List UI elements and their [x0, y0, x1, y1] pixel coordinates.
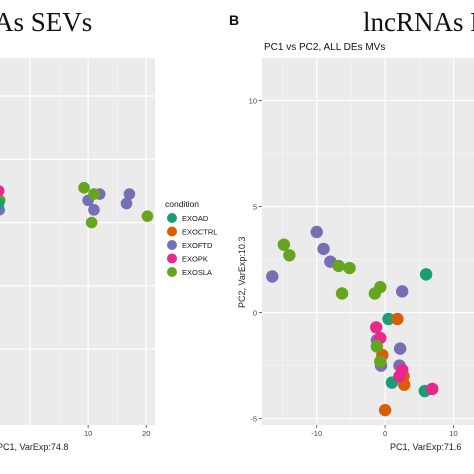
right-plot-background: [262, 58, 474, 425]
right-y-axis-label: PC2, VarExp:10.3: [237, 237, 247, 308]
point-exoad: [0, 197, 5, 210]
point-exosla: [78, 181, 90, 194]
legend-label-exoctrl: EXOCTRL: [182, 228, 217, 237]
point-exoctrl: [378, 403, 392, 417]
legend-title: condition: [165, 199, 199, 209]
right-grid: [262, 58, 474, 425]
left-scatter-panel: 10 20 PC1, VarExp:74.8: [0, 58, 155, 452]
point-exopk: [393, 370, 406, 383]
legend-label-exopk: EXOPK: [182, 255, 208, 264]
legend-swatch-exoftd: [167, 240, 177, 250]
right-y-ticks: -5 0 5 10: [249, 96, 262, 424]
right-points: [266, 225, 439, 417]
legend-swatch-exoctrl: [167, 226, 177, 237]
legend-swatch-exoad: [167, 213, 177, 223]
left-panel-heading: As SEVs: [0, 7, 92, 37]
right-x-tick-label: -10: [311, 429, 322, 438]
point-exosla: [85, 216, 98, 229]
point-exopk: [0, 185, 5, 197]
point-exoad: [382, 312, 395, 326]
legend-label-exoftd: EXOFTD: [182, 241, 213, 250]
left-points: [0, 181, 154, 229]
point-exosla: [374, 355, 387, 368]
left-x-tick-label: 10: [84, 429, 92, 438]
left-x-ticks: 10 20: [84, 425, 150, 438]
legend: condition EXOAD EXOCTRL EXOFTD EXOPK EXOSLA: [165, 199, 217, 277]
point-exosla: [332, 259, 345, 273]
point-exoftd: [88, 204, 100, 216]
point-exoftd: [123, 188, 136, 200]
point-exoad: [419, 268, 433, 281]
point-exosla: [374, 280, 387, 294]
point-exoftd: [393, 342, 407, 355]
point-exosla: [277, 238, 291, 251]
point-exoftd: [317, 242, 330, 256]
left-plot-background: [0, 58, 155, 425]
right-y-tick-label: 10: [249, 96, 257, 105]
point-exopk: [426, 382, 439, 396]
legend-items: EXOAD EXOCTRL EXOFTD EXOPK EXOSLA: [167, 213, 217, 277]
right-y-tick-label: 5: [253, 202, 257, 211]
left-x-tick-label: 20: [142, 429, 150, 438]
right-plot-title: PC1 vs PC2, ALL DEs MVs: [264, 42, 385, 53]
right-x-tick-label: 10: [449, 429, 457, 438]
point-exosla: [88, 188, 100, 200]
legend-label-exosla: EXOSLA: [182, 268, 212, 277]
point-exoftd: [120, 197, 133, 210]
left-x-axis-label: PC1, VarExp:74.8: [0, 442, 68, 452]
point-exopk: [370, 321, 383, 334]
right-scatter-panel: PC1 vs PC2, ALL DEs MVs -5 0 5 10 -10 0 10 PC…: [237, 42, 474, 452]
point-exoftd: [266, 270, 279, 283]
point-exosla: [370, 340, 384, 353]
panel-letter: B: [229, 12, 239, 28]
legend-swatch-exosla: [167, 267, 177, 277]
right-x-ticks: -10 0 10: [311, 425, 458, 438]
right-y-tick-label: -5: [250, 415, 257, 424]
right-y-tick-label: 0: [253, 309, 257, 318]
legend-label-exoad: EXOAD: [182, 214, 209, 223]
right-x-axis-label: PC1, VarExp:71.6: [390, 442, 461, 452]
point-exosla: [141, 210, 154, 222]
point-exoftd: [310, 225, 323, 239]
right-panel-heading: lncRNAs LV: [363, 7, 474, 37]
point-exosla: [343, 261, 356, 275]
point-exosla: [283, 249, 296, 262]
right-x-tick-label: 0: [383, 429, 387, 438]
point-exoctrl: [391, 312, 404, 326]
point-exosla: [335, 287, 349, 300]
left-grid: [0, 58, 155, 425]
legend-swatch-exopk: [167, 253, 177, 264]
point-exoftd: [395, 285, 409, 298]
